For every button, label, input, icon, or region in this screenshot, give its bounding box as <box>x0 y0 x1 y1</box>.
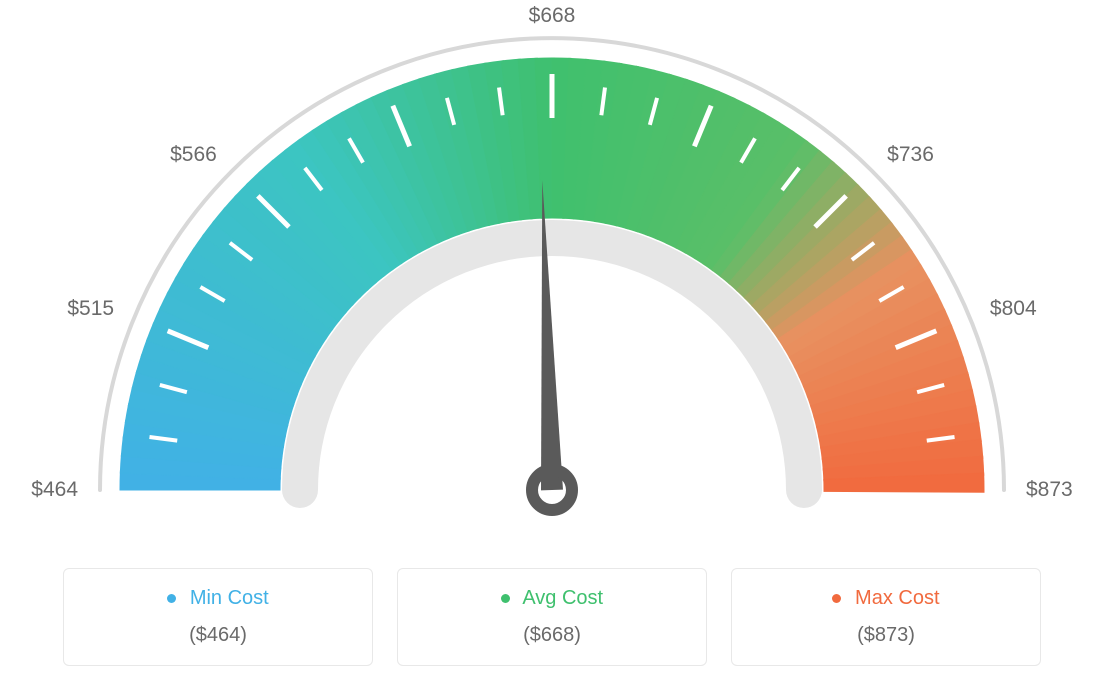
gauge-chart: $464 $515 $566 $668 $736 $804 $873 <box>0 0 1104 565</box>
legend-value-avg: ($668) <box>408 624 696 647</box>
gauge-tick-label: $515 <box>67 297 114 321</box>
legend-label-text: Avg Cost <box>522 587 603 609</box>
legend-label-text: Max Cost <box>855 587 939 609</box>
dot-icon <box>501 594 510 603</box>
gauge-tick-label: $566 <box>170 143 217 167</box>
gauge-tick-label: $668 <box>529 4 576 28</box>
legend-value-min: ($464) <box>74 624 362 647</box>
dot-icon <box>167 594 176 603</box>
legend-box-min: Min Cost ($464) <box>63 568 373 666</box>
dot-icon <box>832 594 841 603</box>
gauge-tick-labels: $464 $515 $566 $668 $736 $804 $873 <box>0 0 1104 560</box>
gauge-tick-label: $804 <box>990 297 1037 321</box>
legend-box-max: Max Cost ($873) <box>731 568 1041 666</box>
legend-label-max: Max Cost <box>742 587 1030 610</box>
legend-value-max: ($873) <box>742 624 1030 647</box>
legend-box-avg: Avg Cost ($668) <box>397 568 707 666</box>
gauge-tick-label: $873 <box>1026 478 1073 502</box>
gauge-tick-label: $464 <box>31 478 78 502</box>
legend-label-min: Min Cost <box>74 587 362 610</box>
legend-row: Min Cost ($464) Avg Cost ($668) Max Cost… <box>63 568 1041 666</box>
gauge-tick-label: $736 <box>887 143 934 167</box>
legend-label-avg: Avg Cost <box>408 587 696 610</box>
legend-label-text: Min Cost <box>190 587 269 609</box>
